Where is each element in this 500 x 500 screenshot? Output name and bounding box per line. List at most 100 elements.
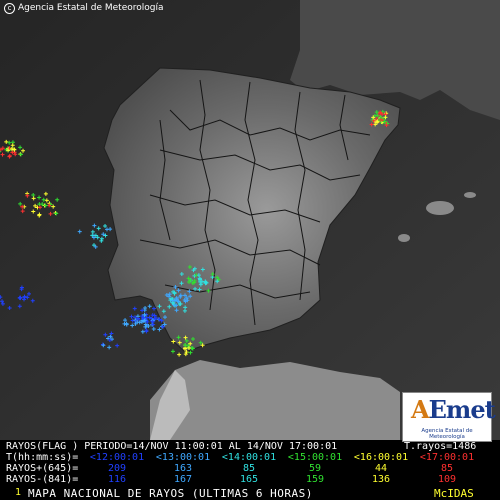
strike-marker bbox=[21, 148, 26, 153]
legend-interval-neg: 167 bbox=[173, 474, 193, 485]
strike-marker bbox=[162, 315, 167, 320]
strike-marker bbox=[183, 342, 188, 347]
footer-banner: 1 MAPA NACIONAL DE RAYOS (ULTIMAS 6 HORA… bbox=[0, 486, 500, 500]
copyright-text: Agencia Estatal de Meteorología bbox=[18, 3, 164, 13]
strike-marker bbox=[190, 346, 195, 351]
strike-marker bbox=[176, 335, 181, 340]
strike-marker bbox=[140, 308, 145, 313]
strike-marker bbox=[30, 298, 35, 303]
legend-interval-label: <17:00:01 bbox=[419, 452, 475, 463]
strike-marker bbox=[123, 318, 128, 323]
strike-marker bbox=[177, 340, 182, 345]
strike-marker bbox=[31, 192, 36, 197]
strike-marker bbox=[203, 281, 208, 286]
strike-marker bbox=[90, 233, 95, 238]
strike-marker bbox=[99, 238, 104, 243]
strike-marker bbox=[172, 290, 177, 295]
satellite-map bbox=[0, 0, 500, 440]
strike-marker bbox=[107, 345, 112, 350]
strike-marker bbox=[7, 305, 12, 310]
legend-interval-label: <16:00:01 bbox=[353, 452, 409, 463]
strike-marker bbox=[157, 327, 162, 332]
strike-marker bbox=[179, 281, 184, 286]
strike-marker bbox=[179, 271, 184, 276]
strike-marker bbox=[54, 211, 59, 216]
strike-marker bbox=[198, 278, 202, 282]
strike-marker bbox=[192, 273, 197, 278]
strike-marker bbox=[200, 343, 205, 348]
strike-marker bbox=[374, 120, 379, 125]
strike-marker bbox=[18, 145, 23, 150]
menorca-island bbox=[464, 192, 476, 198]
strike-marker bbox=[0, 151, 2, 153]
legend-interval-neg: 165 bbox=[239, 474, 259, 485]
strike-marker bbox=[141, 315, 146, 320]
strike-marker bbox=[200, 279, 205, 284]
strike-marker bbox=[4, 139, 9, 144]
iberian-peninsula bbox=[103, 67, 401, 353]
strike-marker bbox=[109, 337, 114, 342]
strike-marker bbox=[0, 152, 5, 157]
strike-marker bbox=[142, 312, 147, 317]
aemet-logo-wordmark: AEmet bbox=[411, 395, 496, 424]
strike-marker bbox=[384, 123, 389, 128]
strike-marker bbox=[25, 295, 30, 300]
strike-marker bbox=[187, 345, 192, 350]
ibiza-island bbox=[398, 234, 410, 242]
strike-marker bbox=[107, 338, 112, 343]
strike-marker bbox=[169, 296, 174, 301]
strike-marker bbox=[152, 313, 157, 318]
strike-marker bbox=[43, 203, 48, 208]
strike-marker bbox=[196, 273, 201, 278]
legend-interval-neg: 159 bbox=[305, 474, 325, 485]
strike-marker bbox=[190, 336, 195, 341]
strike-marker bbox=[103, 233, 108, 238]
strike-marker bbox=[95, 235, 100, 240]
negative-label: RAYOS-(841)= bbox=[6, 474, 79, 485]
strike-marker bbox=[48, 211, 53, 216]
strike-marker bbox=[91, 235, 96, 240]
strike-marker bbox=[150, 319, 155, 324]
strike-marker bbox=[18, 296, 23, 301]
strike-marker bbox=[215, 279, 220, 284]
strike-marker bbox=[12, 147, 17, 152]
strike-marker bbox=[139, 319, 144, 324]
atlas-mountains bbox=[150, 370, 190, 440]
strike-marker bbox=[164, 293, 169, 298]
legend-interval-label: <15:00:01 bbox=[287, 452, 343, 463]
strike-marker bbox=[25, 193, 30, 198]
strike-marker bbox=[133, 321, 138, 326]
strike-marker bbox=[10, 147, 15, 152]
strike-marker bbox=[109, 331, 114, 336]
strike-marker bbox=[382, 119, 387, 124]
mallorca-island bbox=[426, 201, 454, 215]
strike-marker bbox=[157, 304, 162, 309]
strike-marker bbox=[19, 285, 24, 290]
strike-marker bbox=[0, 147, 3, 152]
strike-marker bbox=[171, 339, 176, 344]
strike-marker bbox=[10, 143, 15, 148]
strike-marker bbox=[140, 329, 145, 334]
strike-marker bbox=[18, 201, 23, 206]
strike-marker bbox=[176, 288, 181, 293]
aemet-logo: AEmet Agencia Estatal de Meteorología bbox=[402, 392, 496, 442]
strike-marker bbox=[0, 146, 5, 151]
strike-marker bbox=[183, 352, 188, 357]
footer-title: MAPA NACIONAL DE RAYOS (ULTIMAS 6 HORAS) bbox=[28, 487, 313, 500]
legend-interval-pos: 59 bbox=[308, 463, 322, 474]
strike-marker bbox=[96, 226, 101, 231]
strike-marker bbox=[143, 322, 148, 327]
strike-marker bbox=[173, 285, 178, 290]
strike-marker bbox=[215, 275, 220, 280]
strike-marker bbox=[183, 293, 188, 298]
legend-interval-label: <13:00:01 bbox=[155, 452, 211, 463]
strike-marker bbox=[183, 335, 188, 340]
strike-marker bbox=[90, 229, 95, 234]
strike-marker bbox=[77, 229, 82, 234]
strike-marker bbox=[41, 197, 46, 202]
strike-marker bbox=[44, 198, 49, 203]
strike-marker bbox=[151, 326, 156, 331]
legend-interval-label: <14:00:01 bbox=[221, 452, 277, 463]
strike-marker bbox=[383, 115, 388, 120]
strike-marker bbox=[152, 306, 157, 311]
